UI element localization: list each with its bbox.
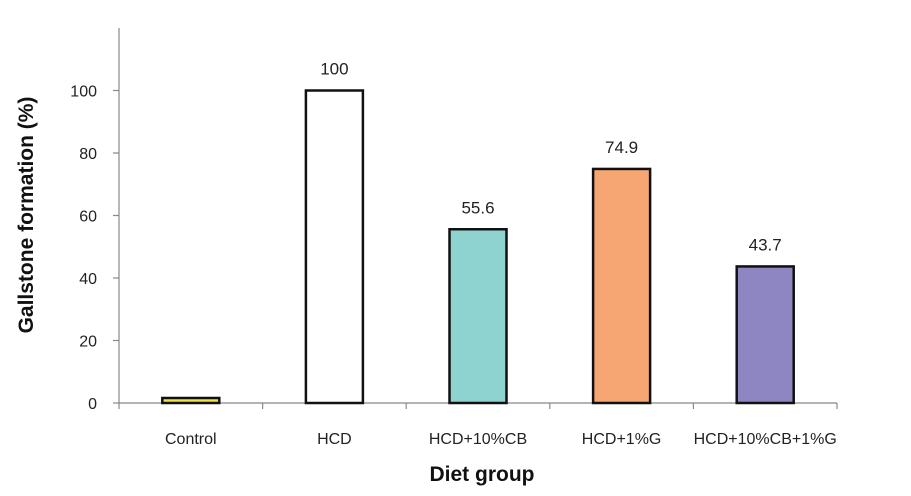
x-tick-label: HCD xyxy=(317,431,352,448)
x-tick-label: HCD+10%CB+1%G xyxy=(694,431,837,448)
y-tick-label: 20 xyxy=(79,334,97,351)
bar-hcd-1-g xyxy=(591,167,652,405)
bars xyxy=(161,89,795,405)
y-tick-label: 80 xyxy=(79,146,97,163)
x-tick-label: Control xyxy=(165,431,217,448)
y-axis: 0 20 40 60 80 100 xyxy=(70,28,120,413)
y-tick-label: 0 xyxy=(88,396,97,413)
bar-hcd xyxy=(304,89,365,405)
bar-hcd-10-cb xyxy=(448,228,508,405)
y-tick-label: 60 xyxy=(79,209,97,226)
x-axis: Control HCD HCD+10%CB HCD+1%G HCD+10%CB+1%G xyxy=(118,402,838,448)
x-tick-label: HCD+10%CB xyxy=(429,431,527,448)
bar-hcd-10-cb-1-g xyxy=(735,265,795,405)
x-axis-title: Diet group xyxy=(430,463,535,486)
y-tick-label: 100 xyxy=(70,84,97,101)
bar-control xyxy=(161,396,221,405)
x-tick-label: HCD+1%G xyxy=(582,431,662,448)
y-tick-label: 40 xyxy=(79,271,97,288)
data-label: 55.6 xyxy=(461,198,494,217)
data-label: 74.9 xyxy=(605,138,638,157)
y-axis-title: Gallstone formation (%) xyxy=(15,97,38,334)
data-label: 100 xyxy=(320,60,348,79)
data-labels: 100 55.6 74.9 43.7 xyxy=(320,60,782,255)
data-label: 43.7 xyxy=(749,235,782,254)
